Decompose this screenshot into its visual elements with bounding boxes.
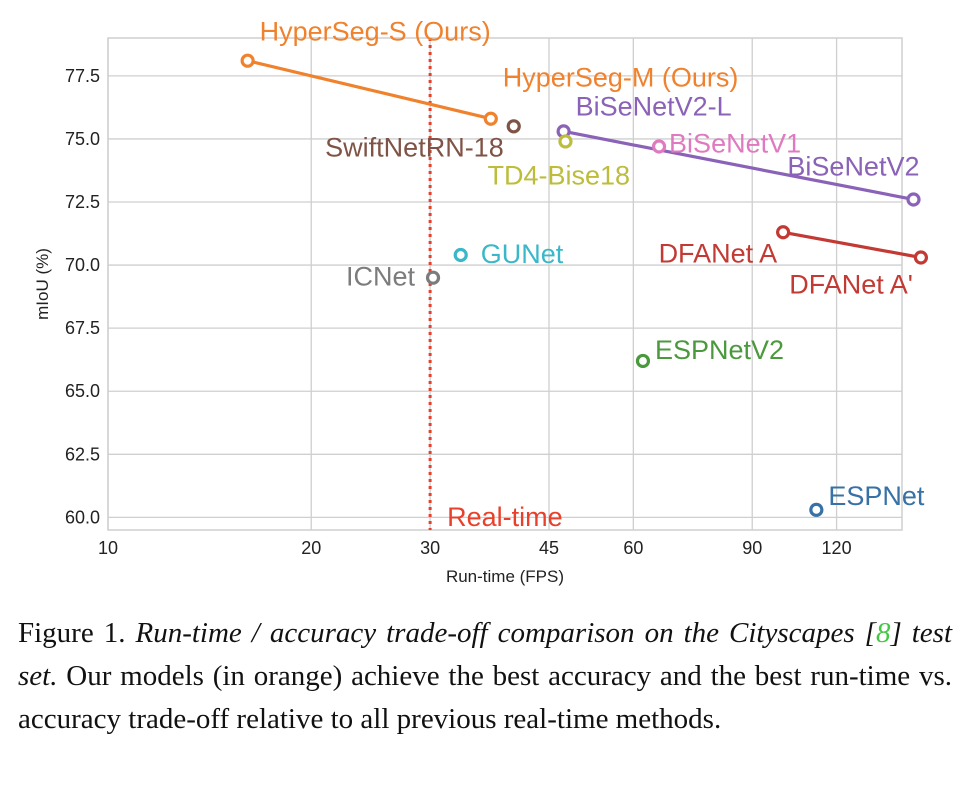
point-labels: HyperSeg-S (Ours) HyperSeg-M (Ours) SwiftN… <box>260 17 925 511</box>
x-tick-label: 10 <box>98 538 118 558</box>
series <box>240 53 929 517</box>
series-dfanet <box>776 225 929 265</box>
data-point <box>635 353 651 369</box>
point-label: SwiftNetRN-18 <box>325 132 504 162</box>
series-hyperseg <box>240 53 498 126</box>
series-bisenetv1 <box>651 139 667 154</box>
point-label: HyperSeg-S (Ours) <box>260 17 491 47</box>
series-espnet <box>809 502 824 517</box>
x-tick-label: 45 <box>539 538 559 558</box>
data-point <box>453 247 468 263</box>
point-label: DFANet A' <box>789 270 913 300</box>
point-label: GUNet <box>481 239 564 269</box>
data-point <box>558 134 573 149</box>
y-tick-label: 77.5 <box>65 66 100 86</box>
data-point <box>240 53 255 68</box>
data-point <box>809 502 824 517</box>
x-tick-label: 20 <box>301 538 321 558</box>
x-tick-label: 120 <box>822 538 852 558</box>
point-label: ICNet <box>346 262 416 292</box>
series-line <box>247 59 492 121</box>
x-tick-label: 60 <box>623 538 643 558</box>
x-axis-label: Run-time (FPS) <box>446 567 564 586</box>
data-point <box>425 270 441 285</box>
series-gunet <box>453 247 468 263</box>
chart: 10 20 30 45 60 90 120 60.0 62.5 65.0 67.5 70.0 72.5 7… <box>33 17 929 586</box>
point-label: HyperSeg-M (Ours) <box>503 63 739 93</box>
point-label: ESPNetV2 <box>655 335 784 365</box>
series-line <box>563 129 914 202</box>
plot-frame <box>107 37 903 531</box>
data-point <box>651 139 667 154</box>
y-tick-label: 60.0 <box>65 507 100 527</box>
point-label: TD4-Bise18 <box>487 160 630 190</box>
point-label: BiSeNetV2-L <box>576 91 732 121</box>
y-axis-label: mIoU (%) <box>33 248 52 320</box>
y-tick-label: 70.0 <box>65 255 100 275</box>
point-label: BiSeNetV1 <box>669 128 801 158</box>
y-tick-label: 65.0 <box>65 381 100 401</box>
series-espnetv2 <box>635 353 651 369</box>
caption-italic-1: Run-time / accuracy trade-off comparison… <box>135 617 876 649</box>
figure-caption: Figure 1. Run-time / accuracy trade-off … <box>18 612 952 741</box>
data-point <box>506 119 521 134</box>
caption-citation[interactable]: 8 <box>875 617 891 649</box>
point-label: DFANet A <box>659 238 778 268</box>
point-label: ESPNet <box>828 481 925 511</box>
series-bisenetv2 <box>556 124 921 207</box>
y-tick-label: 72.5 <box>65 192 100 212</box>
series-swiftnetrn-18 <box>506 119 521 134</box>
series-line <box>782 230 922 260</box>
data-point <box>913 250 929 265</box>
plot-border <box>107 37 903 531</box>
series-icnet <box>425 270 441 285</box>
real-time-label: Real-time <box>447 502 563 532</box>
y-tick-label: 75.0 <box>65 129 100 149</box>
point-label: BiSeNetV2 <box>787 151 919 181</box>
x-tick-label: 30 <box>420 538 440 558</box>
data-point <box>776 225 791 240</box>
caption-prefix: Figure 1. <box>18 617 126 649</box>
series-td4-bise18 <box>558 134 573 149</box>
grid <box>107 38 902 530</box>
ticks: 10 20 30 45 60 90 120 60.0 62.5 65.0 67.5 70.0 72.5 7… <box>65 66 852 558</box>
y-tick-label: 67.5 <box>65 318 100 338</box>
data-point <box>906 192 921 207</box>
caption-italic-2: ] test set. <box>18 617 952 692</box>
caption-body: Our models (in orange) achieve the best … <box>18 660 952 735</box>
real-time-line: Real-time <box>428 38 563 532</box>
y-tick-label: 62.5 <box>65 444 100 464</box>
x-tick-label: 90 <box>742 538 762 558</box>
data-point <box>483 111 498 126</box>
